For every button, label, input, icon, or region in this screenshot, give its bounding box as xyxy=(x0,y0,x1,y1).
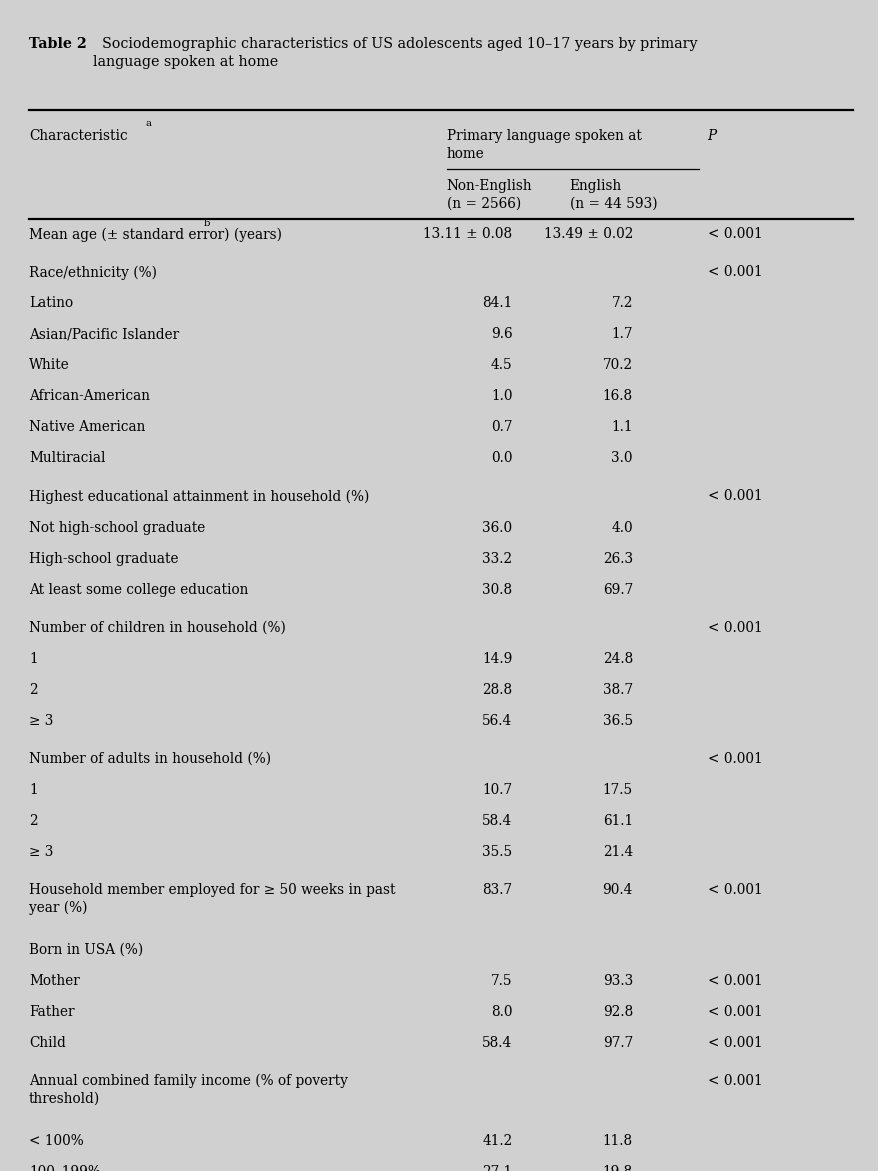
Text: Number of adults in household (%): Number of adults in household (%) xyxy=(29,752,270,766)
Text: Number of children in household (%): Number of children in household (%) xyxy=(29,621,285,635)
Text: 28.8: 28.8 xyxy=(482,683,512,697)
Text: 36.0: 36.0 xyxy=(482,520,512,534)
Text: Multiracial: Multiracial xyxy=(29,451,105,465)
Text: 83.7: 83.7 xyxy=(482,883,512,897)
Text: Sociodemographic characteristics of US adolescents aged 10–17 years by primary
l: Sociodemographic characteristics of US a… xyxy=(93,37,697,69)
Text: 11.8: 11.8 xyxy=(602,1134,632,1148)
Text: 93.3: 93.3 xyxy=(602,973,632,987)
Text: < 0.001: < 0.001 xyxy=(707,1074,761,1088)
Text: 4.0: 4.0 xyxy=(610,520,632,534)
Text: Mother: Mother xyxy=(29,973,80,987)
Text: b: b xyxy=(204,219,210,228)
Text: Child: Child xyxy=(29,1035,66,1049)
Text: 33.2: 33.2 xyxy=(482,552,512,566)
Text: ≥ 3: ≥ 3 xyxy=(29,713,54,727)
Text: 1: 1 xyxy=(29,651,38,665)
Text: 56.4: 56.4 xyxy=(482,713,512,727)
Text: 38.7: 38.7 xyxy=(602,683,632,697)
Text: 21.4: 21.4 xyxy=(602,844,632,858)
Text: 35.5: 35.5 xyxy=(482,844,512,858)
Text: 0.7: 0.7 xyxy=(491,420,512,434)
Text: 58.4: 58.4 xyxy=(482,814,512,828)
Text: 4.5: 4.5 xyxy=(490,358,512,372)
Text: At least some college education: At least some college education xyxy=(29,582,248,596)
Text: 1.1: 1.1 xyxy=(611,420,632,434)
Text: 69.7: 69.7 xyxy=(602,582,632,596)
Text: Primary language spoken at
home: Primary language spoken at home xyxy=(446,129,641,160)
Text: < 0.001: < 0.001 xyxy=(707,1035,761,1049)
Text: < 0.001: < 0.001 xyxy=(707,489,761,504)
Text: Not high-school graduate: Not high-school graduate xyxy=(29,520,205,534)
Text: English
(n = 44 593): English (n = 44 593) xyxy=(569,179,657,211)
Text: High-school graduate: High-school graduate xyxy=(29,552,178,566)
Text: 27.1: 27.1 xyxy=(482,1164,512,1171)
Text: 30.8: 30.8 xyxy=(482,582,512,596)
Text: 58.4: 58.4 xyxy=(482,1035,512,1049)
Text: 1: 1 xyxy=(29,782,38,796)
Text: P: P xyxy=(707,129,716,143)
Text: 9.6: 9.6 xyxy=(490,327,512,341)
Text: Mean age (± standard error) (years): Mean age (± standard error) (years) xyxy=(29,227,282,241)
Text: Latino: Latino xyxy=(29,296,73,310)
Text: 1.7: 1.7 xyxy=(611,327,632,341)
Text: Race/ethnicity (%): Race/ethnicity (%) xyxy=(29,266,157,280)
Text: 2: 2 xyxy=(29,814,38,828)
Text: 100–199%: 100–199% xyxy=(29,1164,101,1171)
Text: 61.1: 61.1 xyxy=(602,814,632,828)
Text: a: a xyxy=(146,119,152,129)
Text: 16.8: 16.8 xyxy=(602,389,632,403)
Text: 24.8: 24.8 xyxy=(602,651,632,665)
Text: < 100%: < 100% xyxy=(29,1134,83,1148)
Text: 8.0: 8.0 xyxy=(491,1005,512,1019)
Text: 14.9: 14.9 xyxy=(481,651,512,665)
Text: < 0.001: < 0.001 xyxy=(707,752,761,766)
Text: Characteristic: Characteristic xyxy=(29,129,127,143)
Text: < 0.001: < 0.001 xyxy=(707,883,761,897)
Text: Non-English
(n = 2566): Non-English (n = 2566) xyxy=(446,179,531,211)
Text: 0.0: 0.0 xyxy=(491,451,512,465)
Text: ≥ 3: ≥ 3 xyxy=(29,844,54,858)
Text: 1.0: 1.0 xyxy=(491,389,512,403)
Text: 26.3: 26.3 xyxy=(602,552,632,566)
Text: Father: Father xyxy=(29,1005,75,1019)
Text: 13.11 ± 0.08: 13.11 ± 0.08 xyxy=(423,227,512,241)
Text: 70.2: 70.2 xyxy=(602,358,632,372)
Text: White: White xyxy=(29,358,69,372)
Text: African-American: African-American xyxy=(29,389,150,403)
Text: 2: 2 xyxy=(29,683,38,697)
Text: Table 2: Table 2 xyxy=(29,37,87,52)
Text: 10.7: 10.7 xyxy=(482,782,512,796)
Text: 7.5: 7.5 xyxy=(491,973,512,987)
Text: 84.1: 84.1 xyxy=(482,296,512,310)
Text: 36.5: 36.5 xyxy=(602,713,632,727)
Text: 7.2: 7.2 xyxy=(611,296,632,310)
Text: Native American: Native American xyxy=(29,420,145,434)
Text: Highest educational attainment in household (%): Highest educational attainment in househ… xyxy=(29,489,369,504)
Text: < 0.001: < 0.001 xyxy=(707,266,761,279)
Text: 3.0: 3.0 xyxy=(611,451,632,465)
Text: 13.49 ± 0.02: 13.49 ± 0.02 xyxy=(543,227,632,241)
Text: < 0.001: < 0.001 xyxy=(707,227,761,241)
Text: < 0.001: < 0.001 xyxy=(707,1005,761,1019)
Text: 97.7: 97.7 xyxy=(602,1035,632,1049)
Text: 41.2: 41.2 xyxy=(482,1134,512,1148)
Text: 17.5: 17.5 xyxy=(602,782,632,796)
Text: Born in USA (%): Born in USA (%) xyxy=(29,943,143,957)
Text: 92.8: 92.8 xyxy=(602,1005,632,1019)
Text: 90.4: 90.4 xyxy=(601,883,632,897)
Text: Annual combined family income (% of poverty
threshold): Annual combined family income (% of pove… xyxy=(29,1074,348,1107)
Text: Asian/Pacific Islander: Asian/Pacific Islander xyxy=(29,327,179,341)
Text: < 0.001: < 0.001 xyxy=(707,973,761,987)
Text: < 0.001: < 0.001 xyxy=(707,621,761,635)
Text: 19.8: 19.8 xyxy=(602,1164,632,1171)
Text: Household member employed for ≥ 50 weeks in past
year (%): Household member employed for ≥ 50 weeks… xyxy=(29,883,395,916)
